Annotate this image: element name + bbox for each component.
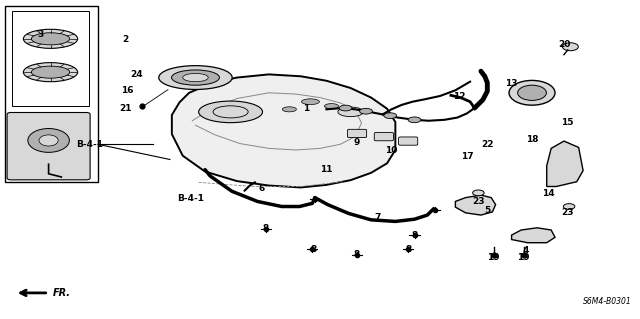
Ellipse shape (324, 104, 339, 109)
Ellipse shape (172, 70, 220, 85)
Ellipse shape (339, 105, 352, 111)
Text: B-4-1: B-4-1 (177, 194, 205, 203)
Text: 24: 24 (130, 70, 142, 79)
Text: 8: 8 (412, 231, 418, 240)
Bar (4, 6, 98, 182)
Text: 1: 1 (303, 104, 309, 113)
Ellipse shape (182, 73, 208, 82)
Text: 2: 2 (122, 35, 129, 44)
Text: 11: 11 (320, 165, 333, 174)
FancyBboxPatch shape (7, 113, 90, 180)
Text: 16: 16 (121, 86, 133, 95)
Bar (12, 11, 89, 106)
Polygon shape (172, 74, 396, 188)
Text: 15: 15 (561, 117, 574, 127)
Text: B-4-1: B-4-1 (77, 140, 104, 149)
Ellipse shape (31, 66, 70, 78)
Text: 8: 8 (310, 245, 317, 254)
Text: 6: 6 (258, 184, 264, 193)
Text: 9: 9 (354, 138, 360, 147)
Ellipse shape (159, 66, 232, 89)
Polygon shape (456, 195, 495, 215)
Text: 19: 19 (516, 253, 529, 262)
Ellipse shape (360, 108, 372, 114)
Text: S6M4-B0301: S6M4-B0301 (583, 297, 632, 306)
Text: 17: 17 (461, 152, 473, 161)
Ellipse shape (338, 107, 364, 117)
Ellipse shape (301, 99, 319, 105)
Text: 8: 8 (405, 245, 412, 254)
Ellipse shape (39, 135, 58, 146)
Ellipse shape (24, 63, 77, 82)
Text: 23: 23 (561, 208, 574, 217)
Text: 3: 3 (37, 31, 44, 40)
Text: 21: 21 (119, 104, 131, 113)
Text: FR.: FR. (53, 288, 71, 298)
Text: 8: 8 (354, 250, 360, 259)
Ellipse shape (213, 106, 248, 118)
FancyBboxPatch shape (348, 129, 367, 137)
Text: 20: 20 (558, 40, 570, 49)
Text: 7: 7 (374, 213, 381, 222)
Polygon shape (511, 228, 555, 243)
Ellipse shape (408, 117, 421, 123)
Text: 22: 22 (481, 140, 493, 149)
Text: 12: 12 (453, 92, 465, 101)
Ellipse shape (384, 113, 397, 119)
Text: 18: 18 (526, 135, 538, 144)
Text: 19: 19 (488, 253, 500, 262)
Ellipse shape (563, 204, 575, 209)
Ellipse shape (282, 107, 296, 112)
Ellipse shape (28, 129, 69, 152)
Ellipse shape (198, 101, 262, 123)
Text: 10: 10 (385, 146, 397, 155)
FancyBboxPatch shape (399, 137, 418, 145)
FancyBboxPatch shape (374, 132, 394, 141)
Text: 14: 14 (542, 189, 555, 198)
Ellipse shape (24, 29, 77, 48)
Ellipse shape (518, 85, 547, 100)
Ellipse shape (509, 80, 555, 105)
Ellipse shape (31, 33, 70, 45)
Text: 4: 4 (522, 247, 529, 256)
Text: 5: 5 (484, 206, 490, 215)
Text: 23: 23 (472, 197, 484, 206)
Ellipse shape (563, 43, 579, 51)
Polygon shape (547, 141, 583, 187)
Text: 8: 8 (262, 224, 269, 233)
Ellipse shape (472, 190, 484, 196)
Text: 13: 13 (506, 79, 518, 88)
